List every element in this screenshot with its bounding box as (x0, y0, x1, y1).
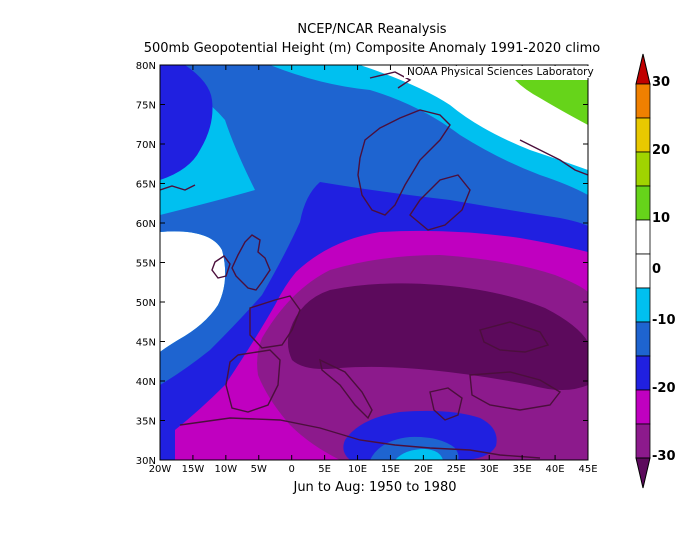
colorbar-label: -10 (652, 313, 676, 328)
colorbar-bin (635, 151, 651, 187)
y-tick-label: 30N (136, 456, 156, 467)
coast-turkey (469, 371, 562, 411)
coast-baltic (409, 174, 471, 231)
colorbar-label: -20 (652, 381, 676, 396)
y-tick-label: 70N (136, 140, 156, 151)
colorbar-max-arrow (635, 53, 651, 85)
x-tick-label: 0 (289, 464, 295, 475)
y-tick-label: 40N (136, 377, 156, 388)
field-dark-purple (287, 283, 588, 390)
x-tick-label: 5W (251, 464, 267, 475)
coast-ireland (211, 255, 231, 279)
y-axis: 30N 35N 40N 45N 50N 55N 60N 65N 70N 75N 80N (136, 61, 588, 467)
x-tick-label: 35E (513, 464, 532, 475)
coast-iceland (160, 184, 196, 191)
y-tick-label: 35N (136, 417, 156, 428)
coast-britain (231, 234, 271, 291)
coast-svalbard (369, 71, 412, 89)
colorbar-label: 30 (652, 75, 671, 90)
coast-italy (319, 358, 373, 420)
x-tick-label: 15E (381, 464, 400, 475)
coast-russia-north (519, 139, 588, 176)
colorbar-label: 0 (652, 262, 662, 277)
x-tick-label: 40E (546, 464, 565, 475)
colorbar-bin (635, 423, 651, 459)
colorbar-bin (635, 287, 651, 323)
colorbar-bin (635, 253, 651, 289)
x-tick-label: 20W (149, 464, 172, 475)
y-tick-label: 55N (136, 259, 156, 270)
colorbar-bin (635, 185, 651, 221)
colorbar-bin (635, 355, 651, 391)
coastlines (160, 71, 588, 459)
x-tick-label: 30E (480, 464, 499, 475)
field-positive-green (515, 80, 588, 125)
x-tick-label: 10W (215, 464, 238, 475)
field-dark-blue-west (160, 65, 213, 180)
x-tick-label: 5E (318, 464, 331, 475)
x-tick-label: 25E (447, 464, 466, 475)
colorbar-bin (635, 389, 651, 425)
x-tick-label: 20E (414, 464, 433, 475)
colorbar (635, 53, 651, 489)
y-tick-label: 65N (136, 180, 156, 191)
coast-france (249, 295, 301, 349)
colorbar-bin (635, 83, 651, 119)
colorbar-bin (635, 117, 651, 153)
y-tick-label: 45N (136, 338, 156, 349)
chart-title: NCEP/NCAR Reanalysis (297, 22, 447, 37)
period-label: Jun to Aug: 1950 to 1980 (293, 480, 457, 495)
y-tick-label: 50N (136, 298, 156, 309)
colorbar-bin (635, 321, 651, 357)
y-tick-label: 80N (136, 61, 156, 72)
anomaly-field (160, 65, 588, 460)
credit-label: NOAA Physical Sciences Laboratory (404, 66, 597, 78)
coast-blacksea (479, 321, 550, 353)
coast-iberia (225, 349, 281, 413)
colorbar-label: 10 (652, 211, 671, 226)
coast-greece (429, 387, 463, 421)
y-tick-label: 60N (136, 219, 156, 230)
y-tick-label: 75N (136, 101, 156, 112)
coast-northafrica (179, 417, 541, 459)
field-lightblue-south (395, 449, 443, 460)
colorbar-bin (635, 219, 651, 255)
coast-scandinavia (357, 109, 451, 216)
colorbar-min-arrow (635, 457, 651, 489)
x-tick-label: 45E (578, 464, 597, 475)
field-neutral-atlantic (160, 231, 226, 352)
chart-subtitle: 500mb Geopotential Height (m) Composite … (143, 41, 601, 56)
x-axis: 20W 15W 10W 5W 0 5E 10E 15E 20E 25E 30E 35E 40E 45E (149, 65, 598, 475)
x-tick-label: 15W (182, 464, 205, 475)
x-tick-label: 10E (348, 464, 367, 475)
colorbar-label: 20 (652, 143, 671, 158)
colorbar-label: -30 (652, 449, 676, 464)
